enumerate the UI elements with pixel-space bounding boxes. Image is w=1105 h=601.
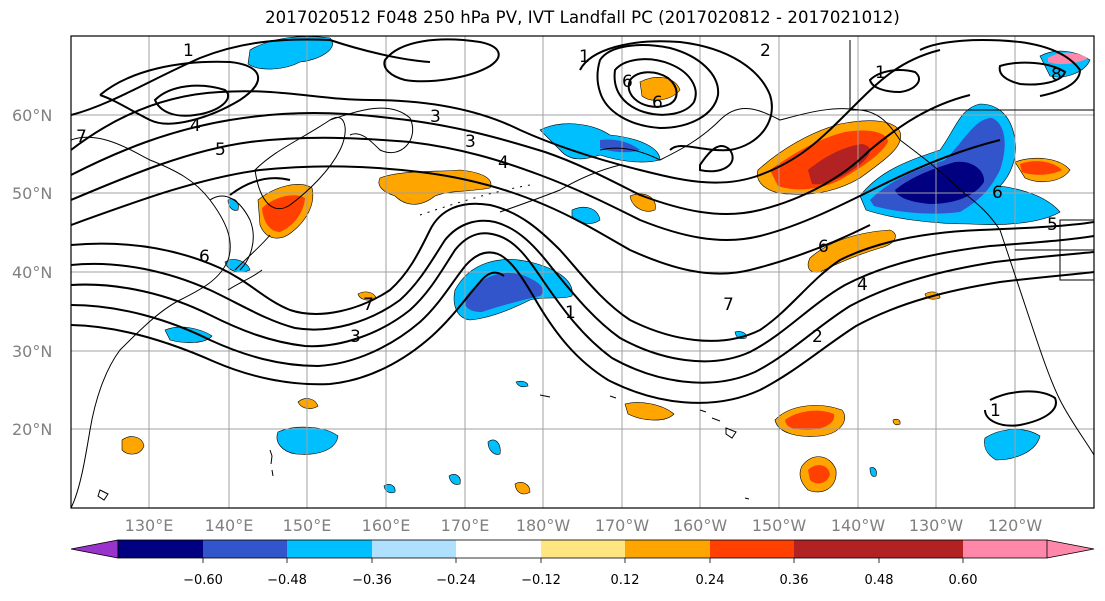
contour-label: 6 (818, 237, 829, 257)
lon-label: 160°W (673, 516, 728, 535)
colorbar-segment (541, 540, 625, 558)
contour-label: 4 (857, 275, 868, 295)
lon-label: 160°E (362, 516, 411, 535)
shade-red (785, 410, 835, 430)
shade-orange (892, 418, 901, 426)
colorbar-segment (287, 540, 372, 558)
shade-red (808, 465, 830, 484)
shade-red (1020, 161, 1062, 175)
lon-label: 170°W (595, 516, 650, 535)
colorbar-segment (372, 540, 456, 558)
contour-label: 1 (579, 47, 590, 67)
colorbar-segment (794, 540, 879, 558)
colorbar-tick-label: −0.36 (352, 573, 392, 588)
colorbar-tick-label: 0.24 (696, 573, 725, 588)
coastlines (71, 40, 1094, 508)
colorbar-tick-label: −0.60 (183, 573, 223, 588)
lat-label: 40°N (12, 263, 52, 282)
contour-label: 6 (992, 183, 1003, 203)
lat-label: 30°N (12, 342, 52, 361)
contour-label: 6 (622, 72, 633, 92)
colorbar-segment (710, 540, 794, 558)
colorbar-tick-label: 0.36 (780, 573, 809, 588)
contour-label: 7 (363, 295, 374, 315)
shade-red (262, 195, 305, 232)
lon-label: 130°W (909, 516, 964, 535)
colorbar-tick-label: −0.48 (267, 573, 307, 588)
shade-orange (121, 436, 145, 455)
contour-label: 3 (465, 132, 476, 152)
shade-blue (448, 474, 461, 485)
map-title: 2017020512 F048 250 hPa PV, IVT Landfall… (265, 8, 900, 27)
shade-blue (869, 467, 877, 477)
contour-label: 6 (652, 93, 663, 113)
shade-orange (514, 482, 531, 495)
lon-label: 170°E (441, 516, 490, 535)
contour-label: 4 (498, 153, 509, 173)
latitude-labels: 60°N 50°N 40°N 30°N 20°N (12, 106, 52, 439)
contour-label: 7 (76, 127, 87, 147)
contour-label: 1 (990, 401, 1001, 421)
colorbar-tick-label: 0.12 (611, 573, 640, 588)
contour-label: 7 (723, 295, 734, 315)
colorbar-segment (118, 540, 203, 558)
contour-label: 5 (215, 140, 226, 160)
shade-orange (297, 398, 319, 409)
lon-label: 180°W (516, 516, 571, 535)
colorbar-tick-label: 0.60 (949, 573, 978, 588)
lon-label: 130°E (125, 516, 174, 535)
colorbar-tick-label: −0.24 (436, 573, 476, 588)
contour-label: 1 (875, 63, 886, 83)
shade-midblue (464, 272, 544, 312)
shade-orange (639, 77, 681, 101)
colorbar-segment (203, 540, 287, 558)
shade-blue (247, 36, 333, 70)
contour-label: 4 (190, 116, 201, 136)
contour-labels: 1 2 1 1 8 4 5 6 6 3 4 3 6 7 3 7 1 5 6 7 … (76, 41, 1062, 421)
lon-label: 120°W (988, 516, 1043, 535)
shade-blue (487, 439, 501, 455)
contour-label: 2 (760, 41, 771, 61)
contour-label: 6 (199, 247, 210, 267)
lat-label: 20°N (12, 420, 52, 439)
lon-label: 140°W (831, 516, 886, 535)
contour-label: 3 (350, 327, 361, 347)
contour-label: 1 (565, 303, 576, 323)
colorbar-tick-label: −0.12 (521, 573, 561, 588)
contour-label: 5 (1047, 215, 1058, 235)
lon-label: 150°W (752, 516, 807, 535)
contour-label: 8 (1051, 65, 1062, 85)
map-content: 1 2 1 1 8 4 5 6 6 3 4 3 6 7 3 7 1 5 6 7 … (71, 36, 1094, 508)
lat-label: 50°N (12, 184, 52, 203)
colorbar-extend-left (70, 539, 119, 559)
lon-label: 150°E (283, 516, 332, 535)
lon-label: 140°E (205, 516, 254, 535)
shade-blue (515, 380, 529, 388)
colorbar-segment (456, 540, 541, 558)
pv-contours (71, 38, 1094, 427)
colorbar: −0.60 −0.48 −0.36 −0.24 −0.12 0.12 0.24 … (70, 539, 1095, 588)
shade-blue (224, 259, 251, 273)
colorbar-outline (117, 539, 1048, 559)
map-frame (70, 35, 1095, 509)
shade-darkred (808, 144, 870, 185)
lat-label: 60°N (12, 106, 52, 125)
colorbar-ticks (202, 558, 964, 563)
colorbar-segment (879, 540, 963, 558)
colorbar-segment (625, 540, 710, 558)
contour-label: 3 (430, 107, 441, 127)
longitude-labels: 130°E 140°E 150°E 160°E 170°E 180°W 170°… (125, 516, 1043, 535)
colorbar-tick-label: 0.48 (865, 573, 894, 588)
shade-orange (624, 402, 675, 421)
contour-label: 2 (812, 327, 823, 347)
contour-label: 1 (183, 41, 194, 61)
shading-layer (121, 36, 1091, 495)
